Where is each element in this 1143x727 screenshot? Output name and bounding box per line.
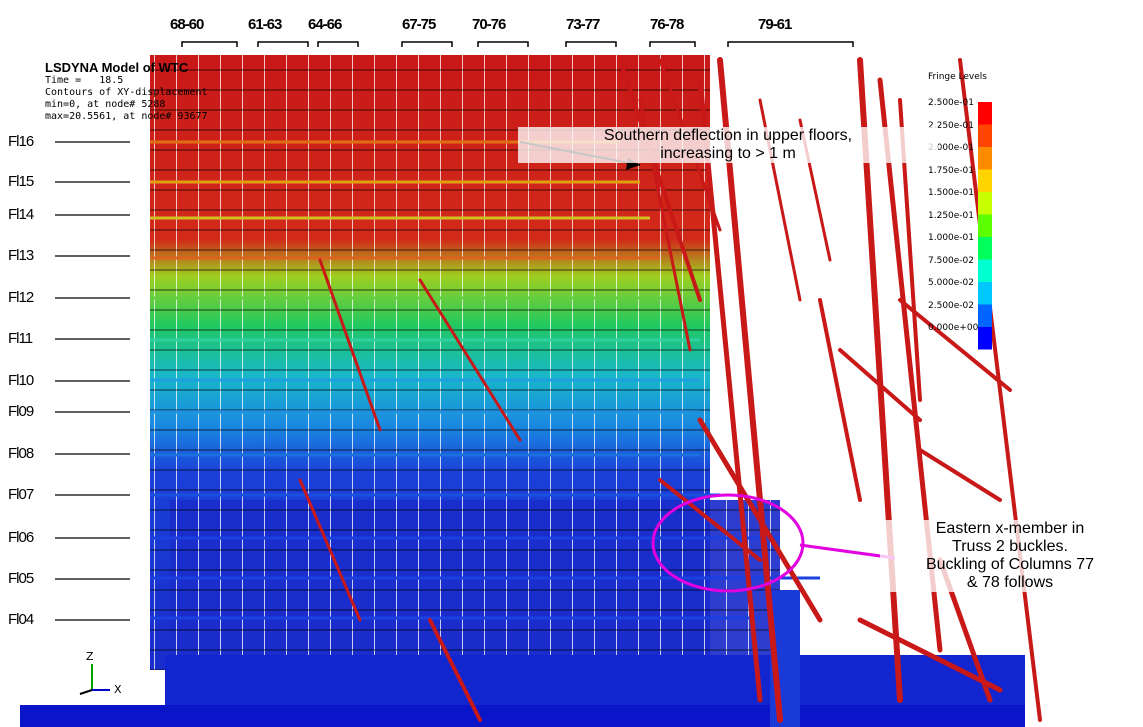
- legend-swatch: [978, 192, 992, 215]
- legend-level: 1.000e-01: [928, 233, 975, 243]
- column-label: 68-60: [170, 16, 204, 33]
- z-axis-label: Z: [86, 650, 94, 663]
- floor-label: Fl08: [8, 445, 34, 462]
- column-label: 70-76: [472, 16, 506, 33]
- legend-level: 7.500e-02: [928, 255, 975, 266]
- legend-swatch: [978, 169, 992, 192]
- legend-level: 1.250e-01: [928, 210, 975, 221]
- floor-label: Fl06: [8, 529, 34, 546]
- legend-color-bar: [978, 102, 992, 350]
- floor-label: Fl14: [8, 206, 34, 223]
- eastern-buckling-callout: Eastern x-member in Truss 2 buckles. Buc…: [880, 520, 1140, 592]
- floor-label: Fl10: [8, 372, 34, 389]
- legend-level: 1.750e-01: [928, 165, 975, 176]
- legend-swatch: [978, 237, 992, 260]
- legend-swatch: [978, 214, 992, 237]
- floor-label: Fl09: [8, 403, 34, 420]
- legend-level: 1.500e-01: [928, 188, 975, 198]
- legend-level: 2.000e-01: [928, 143, 975, 153]
- x-axis-label: X: [114, 683, 122, 696]
- contours-line: Contours of XY-displacement: [45, 87, 208, 98]
- legend-swatch: [978, 147, 992, 170]
- legend-swatch: [978, 327, 992, 350]
- legend-title: Fringe Levels: [928, 72, 987, 82]
- south-line-2: increasing to > 1 m: [660, 145, 796, 162]
- east-line-1: Eastern x-member in: [935, 520, 1085, 537]
- legend-swatch: [978, 282, 992, 305]
- legend-level: 2.500e-01: [928, 98, 975, 108]
- floor-slabs: [150, 140, 820, 620]
- floor-label: Fl07: [8, 486, 34, 503]
- column-label: 73-77: [566, 16, 600, 33]
- floor-leader-lines: [55, 141, 130, 621]
- east-line-3: Buckling of Columns 77: [925, 556, 1095, 573]
- column-label: 61-63: [248, 16, 282, 33]
- east-line-4: & 78 follows: [966, 574, 1054, 591]
- floor-label: Fl13: [8, 247, 34, 264]
- floor-label: Fl05: [8, 570, 34, 587]
- legend-swatch: [978, 124, 992, 147]
- east-line-2: Truss 2 buckles.: [952, 538, 1068, 555]
- model-title: LSDYNA Model of WTC: [45, 60, 189, 75]
- column-brackets: [181, 41, 854, 47]
- floor-label: Fl15: [8, 173, 34, 190]
- column-label: 76-78: [650, 16, 684, 33]
- min-line: min=0, at node# 5288: [45, 99, 166, 110]
- legend-swatch: [978, 304, 992, 327]
- legend-level: 2.500e-02: [928, 300, 975, 311]
- column-label: 79-61: [758, 16, 792, 33]
- floor-label: Fl16: [8, 133, 34, 150]
- floor-label: Fl12: [8, 289, 34, 306]
- legend-level: 5.000e-02: [928, 278, 975, 288]
- floor-label: Fl04: [8, 611, 34, 628]
- column-label: 64-66: [308, 16, 342, 33]
- max-line: max=20.5561, at node# 93677: [45, 111, 208, 122]
- time-line: Time = 18.5: [45, 75, 124, 86]
- buckling-ring: [651, 493, 896, 593]
- south-deflection-callout: Southern deflection in upper floors, inc…: [518, 127, 938, 163]
- legend-level: 2.250e-01: [928, 120, 975, 131]
- floor-label: Fl11: [8, 330, 33, 347]
- model-info: LSDYNA Model of WTC Time = 18.5 Contours…: [45, 60, 208, 123]
- south-line-1: Southern deflection in upper floors,: [603, 127, 853, 144]
- column-label: 67-75: [402, 16, 436, 33]
- legend-swatch: [978, 259, 992, 282]
- axis-triad: [79, 664, 110, 695]
- legend-swatch: [978, 102, 992, 125]
- legend-level: 0.000e+00: [928, 323, 979, 333]
